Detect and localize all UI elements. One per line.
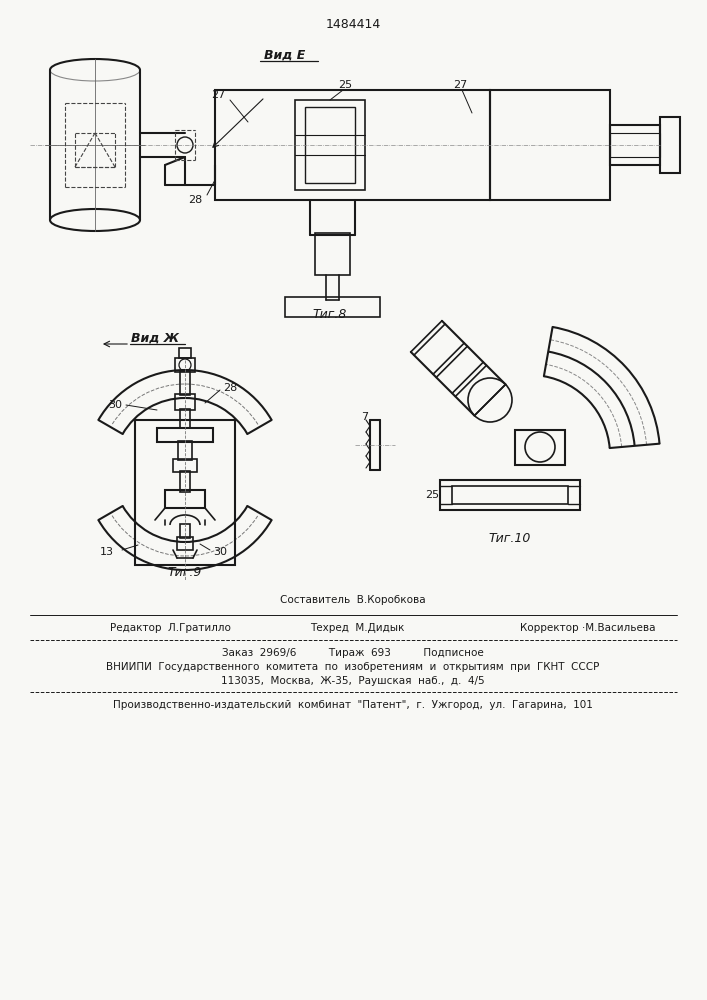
Bar [178, 441, 192, 460]
Text: Τиг.9: Τиг.9 [168, 566, 202, 578]
Text: Вид Е: Вид Е [264, 48, 305, 62]
Bar [215, 90, 490, 200]
Bar [180, 524, 190, 538]
Bar [180, 371, 190, 395]
Bar [175, 394, 195, 410]
Text: Производственно-издательский  комбинат  "Патент",  г.  Ужгород,  ул.  Гагарина, : Производственно-издательский комбинат "П… [113, 700, 593, 710]
Bar [285, 297, 380, 317]
Text: 28: 28 [188, 195, 202, 205]
Text: 27: 27 [453, 80, 467, 90]
Bar [295, 100, 365, 190]
Text: 27: 27 [211, 90, 225, 100]
Bar [440, 480, 580, 510]
Bar [173, 459, 197, 472]
Bar [315, 233, 350, 275]
Text: 1484414: 1484414 [325, 18, 380, 31]
Text: Техред  М.Дидык: Техред М.Дидык [310, 623, 404, 633]
Bar [180, 471, 190, 492]
Bar [179, 348, 191, 358]
Bar [490, 90, 610, 200]
Text: Заказ  2969/6          Тираж  693          Подписное: Заказ 2969/6 Тираж 693 Подписное [222, 648, 484, 658]
Text: Вид Ж: Вид Ж [131, 332, 179, 344]
Bar [135, 420, 235, 565]
Bar [515, 430, 565, 465]
Bar [452, 486, 568, 504]
Text: 25: 25 [425, 490, 439, 500]
Text: 13: 13 [100, 547, 114, 557]
Text: Τиг.10: Τиг.10 [489, 532, 531, 544]
Bar [177, 537, 193, 550]
Text: Составитель  В.Коробкова: Составитель В.Коробкова [280, 595, 426, 605]
Text: Корректор ·М.Васильева: Корректор ·М.Васильева [520, 623, 655, 633]
Text: ВНИИПИ  Государственного  комитета  по  изобретениям  и  открытиям  при  ГКНТ  С: ВНИИПИ Государственного комитета по изоб… [106, 662, 600, 672]
Text: 28: 28 [223, 383, 237, 393]
Bar [610, 133, 660, 157]
Bar [157, 428, 213, 442]
Bar [165, 490, 205, 508]
Text: 30: 30 [213, 547, 227, 557]
Bar [175, 358, 195, 372]
Bar [610, 125, 660, 165]
Text: 25: 25 [338, 80, 352, 90]
Text: 113035,  Москва,  Ж-35,  Раушская  наб.,  д.  4/5: 113035, Москва, Ж-35, Раушская наб., д. … [221, 676, 485, 686]
Text: 7: 7 [361, 412, 368, 422]
Bar [180, 409, 190, 428]
Text: Τиг.8: Τиг.8 [312, 308, 347, 322]
Text: Редактор  Л.Гратилло: Редактор Л.Гратилло [110, 623, 231, 633]
Bar [305, 107, 355, 183]
Bar [660, 117, 680, 173]
Text: 30: 30 [108, 400, 122, 410]
